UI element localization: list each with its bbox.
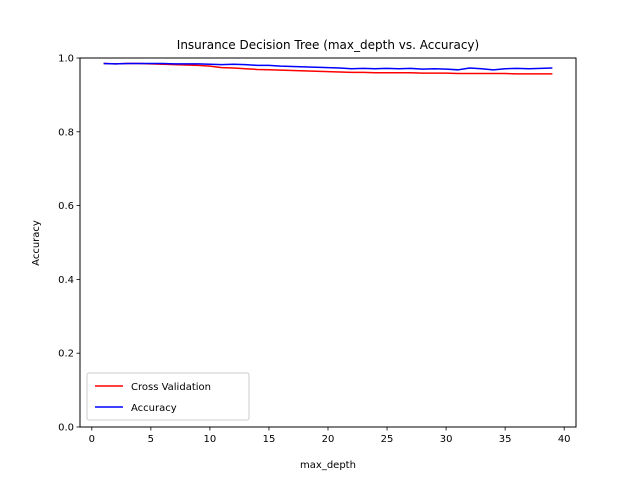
x-tick-label: 20 <box>322 434 335 445</box>
plot-frame <box>79 57 577 428</box>
legend: Cross Validation Accuracy <box>86 372 250 421</box>
x-tick-label: 15 <box>263 434 276 445</box>
x-tick-label: 30 <box>440 434 453 445</box>
y-axis: 0.0 0.2 0.4 0.6 0.8 1.0 <box>58 54 80 434</box>
x-tick-label: 35 <box>499 434 512 445</box>
y-tick-label: 0.8 <box>58 127 74 138</box>
x-axis: 0 5 10 15 20 25 30 35 40 <box>89 427 571 445</box>
x-tick-label: 10 <box>204 434 217 445</box>
y-tick-label: 1.0 <box>58 54 74 65</box>
x-tick-label: 5 <box>148 434 154 445</box>
legend-box <box>86 372 250 421</box>
plot-area <box>79 57 577 428</box>
series-line-1 <box>103 62 553 75</box>
series-line-2 <box>103 62 553 71</box>
x-axis-title: max_depth <box>300 460 356 471</box>
legend-label-2: Accuracy <box>131 403 177 414</box>
legend-label-1: Cross Validation <box>131 382 211 393</box>
x-tick-label: 25 <box>381 434 394 445</box>
y-tick-label: 0.0 <box>58 423 74 434</box>
x-tick-label: 0 <box>89 434 95 445</box>
y-tick-label: 0.2 <box>58 349 74 360</box>
chart-title: Insurance Decision Tree (max_depth vs. A… <box>177 38 479 52</box>
x-tick-label: 40 <box>558 434 571 445</box>
y-axis-title: Accuracy <box>31 220 42 266</box>
y-tick-label: 0.4 <box>58 275 74 286</box>
y-tick-label: 0.6 <box>58 201 74 212</box>
